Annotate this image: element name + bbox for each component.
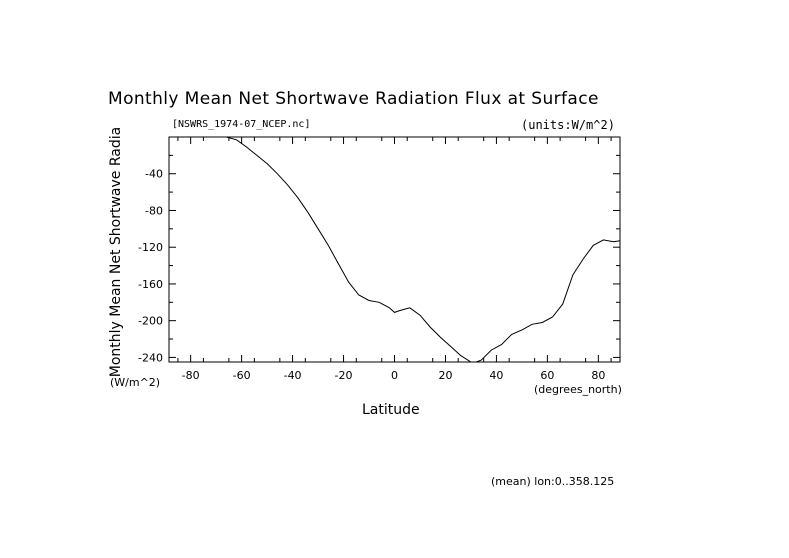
y-tick-label: -160 <box>138 278 163 291</box>
series-line <box>226 136 621 363</box>
y-tick-label: -80 <box>145 204 163 217</box>
y-tick-label: -200 <box>138 315 163 328</box>
y-tick-label: -40 <box>145 168 163 181</box>
x-tick-label: 80 <box>591 369 605 382</box>
x-tick-label: 60 <box>540 369 554 382</box>
units-label: (units:W/m^2) <box>521 118 615 132</box>
x-axis-label: Latitude <box>362 402 420 418</box>
y-tick-label: -240 <box>138 351 163 364</box>
y-axis-units: (W/m^2) <box>110 376 161 389</box>
x-tick-label: 0 <box>391 369 398 382</box>
x-tick-label: -40 <box>284 369 302 382</box>
footer-note: (mean) lon:0..358.125 <box>491 475 615 488</box>
file-label: [NSWRS_1974-07_NCEP.nc] <box>172 119 311 130</box>
tick-labels: -80 -60 -40 -20 0 20 40 60 80-40-80-120-160-200-… <box>138 168 605 382</box>
plot-frame <box>168 136 621 363</box>
x-tick-label: 20 <box>438 369 452 382</box>
y-tick-label: -120 <box>138 241 163 254</box>
x-tick-label: 40 <box>489 369 503 382</box>
axis-ticks <box>169 137 620 362</box>
x-tick-label: -20 <box>335 369 353 382</box>
x-tick-label: -60 <box>233 369 251 382</box>
chart-title: Monthly Mean Net Shortwave Radiation Flu… <box>108 89 599 109</box>
x-axis-units: (degrees_north) <box>534 383 622 396</box>
x-tick-label: -80 <box>182 369 200 382</box>
